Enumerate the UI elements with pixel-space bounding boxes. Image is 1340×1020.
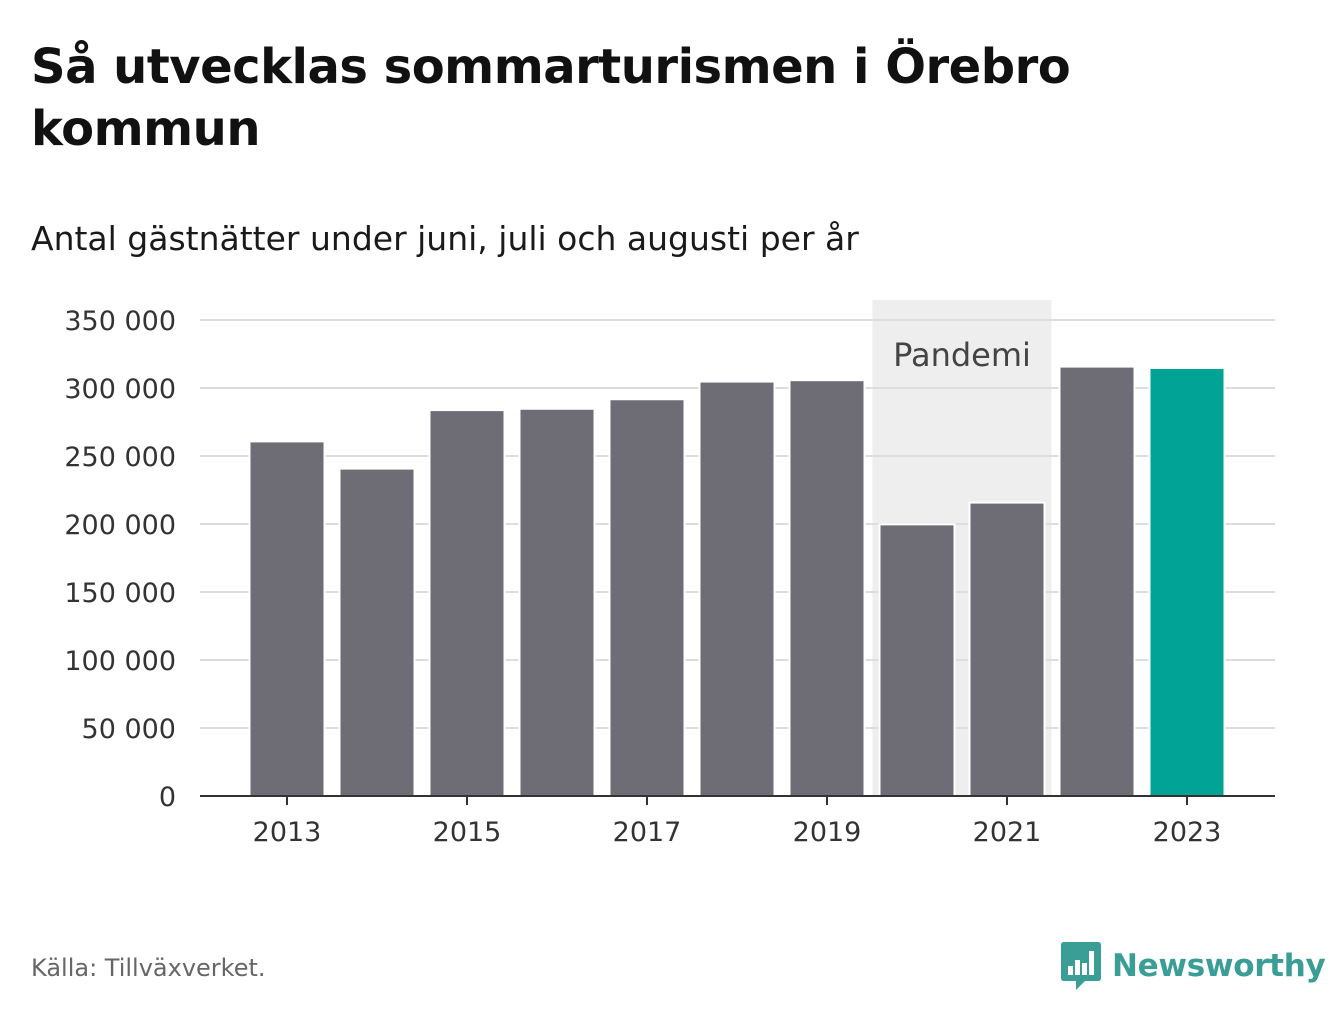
bar [340,469,414,796]
x-tick-label: 2021 [973,817,1042,848]
x-tick-label: 2023 [1153,817,1222,848]
bar [250,442,324,796]
bar [1150,368,1224,796]
newsworthy-icon [1061,942,1101,990]
y-tick-label: 300 000 [64,374,176,405]
y-tick-label: 200 000 [64,510,176,541]
x-tick-label: 2019 [793,817,862,848]
bar [790,381,864,796]
y-tick-label: 50 000 [82,714,176,745]
x-tick-label: 2013 [253,817,322,848]
brand-name: Newsworthy [1112,948,1326,984]
x-tick-label: 2015 [433,817,502,848]
bar [520,409,594,796]
x-tick-label: 2017 [613,817,682,848]
bar [970,503,1044,796]
chart-subtitle: Antal gästnätter under juni, juli och au… [31,219,859,258]
bar [610,400,684,796]
y-tick-label: 100 000 [64,646,176,677]
y-tick-label: 250 000 [64,442,176,473]
bar-chart: Pandemi 0 50 000 100 000 150 000 200 000 250 … [64,300,1275,848]
pandemic-annotation-label: Pandemi [893,336,1031,374]
y-tick-label: 150 000 [64,578,176,609]
y-tick-label: 350 000 [64,306,176,337]
chart-title: Så utvecklas sommarturismen i Örebro kom… [31,39,1071,157]
bar [700,382,774,796]
bar [430,411,504,796]
bar [880,525,954,796]
source-note: Källa: Tillväxverket. [31,954,266,982]
bar [1060,367,1134,796]
y-tick-label: 0 [159,782,176,813]
newsworthy-logo: Newsworthy [1060,940,1326,992]
